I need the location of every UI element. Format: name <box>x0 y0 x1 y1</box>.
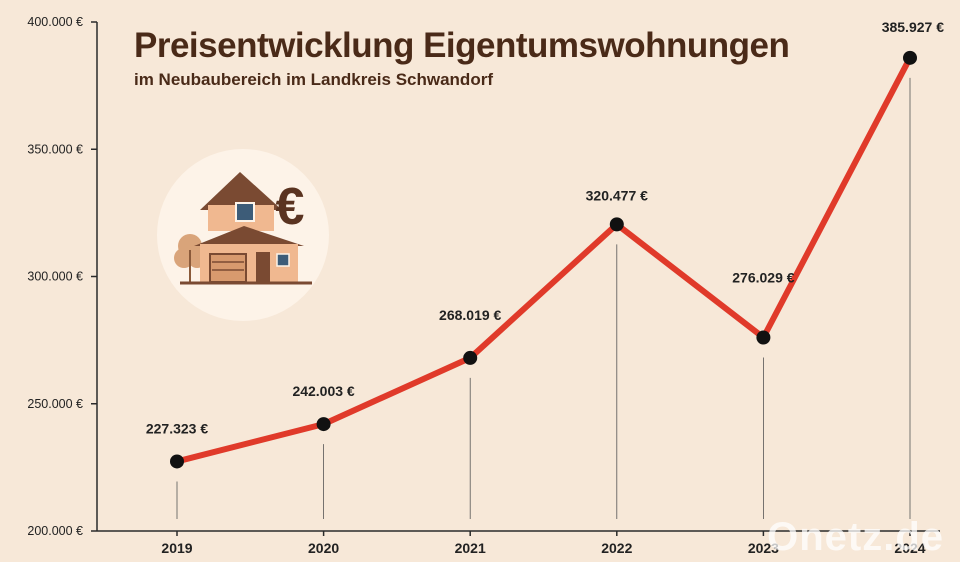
series-line <box>174 54 913 465</box>
house-with-euro-icon: € <box>157 149 329 321</box>
x-tick-label: 2022 <box>601 540 632 556</box>
data-labels: 227.323 € 242.003 € 268.019 € 320.477 € 276.… <box>146 19 944 437</box>
data-label-2019: 227.323 € <box>146 420 208 436</box>
axes: 200.000 € 250.000 € 300.000 € 350.000 € 400.… <box>27 15 940 556</box>
data-point-2024 <box>903 50 917 65</box>
x-tick-label: 2019 <box>161 540 192 556</box>
data-point-2019 <box>170 454 184 469</box>
x-tick-label: 2023 <box>748 540 779 556</box>
data-label-2024: 385.927 € <box>882 19 944 35</box>
data-point-2022 <box>609 217 624 232</box>
x-tick-label: 2021 <box>455 540 486 556</box>
y-tick-label: 350.000 € <box>27 142 83 156</box>
data-points <box>170 50 917 469</box>
data-label-2021: 268.019 € <box>439 307 501 323</box>
data-label-2022: 320.477 € <box>586 187 648 203</box>
watermark-logo: Onetz.de <box>767 515 944 559</box>
euro-symbol: € <box>276 178 305 236</box>
y-tick-label: 250.000 € <box>27 397 83 411</box>
series-polyline <box>174 54 913 465</box>
y-tick-label: 400.000 € <box>27 15 83 29</box>
y-tick-label: 200.000 € <box>27 524 83 538</box>
chart-title: Preisentwicklung Eigentumswohnungen <box>134 26 790 65</box>
data-point-2023 <box>756 330 771 345</box>
data-point-2021 <box>463 350 478 365</box>
data-label-2020: 242.003 € <box>292 383 354 399</box>
data-label-2023: 276.029 € <box>732 270 794 286</box>
drop-lines <box>176 77 911 519</box>
data-point-2020 <box>316 417 331 432</box>
x-tick-label: 2020 <box>308 540 339 556</box>
chart-subtitle: im Neubaubereich im Landkreis Schwandorf <box>134 70 493 89</box>
y-tick-label: 300.000 € <box>27 270 83 284</box>
x-tick-label: 2024 <box>894 540 925 556</box>
